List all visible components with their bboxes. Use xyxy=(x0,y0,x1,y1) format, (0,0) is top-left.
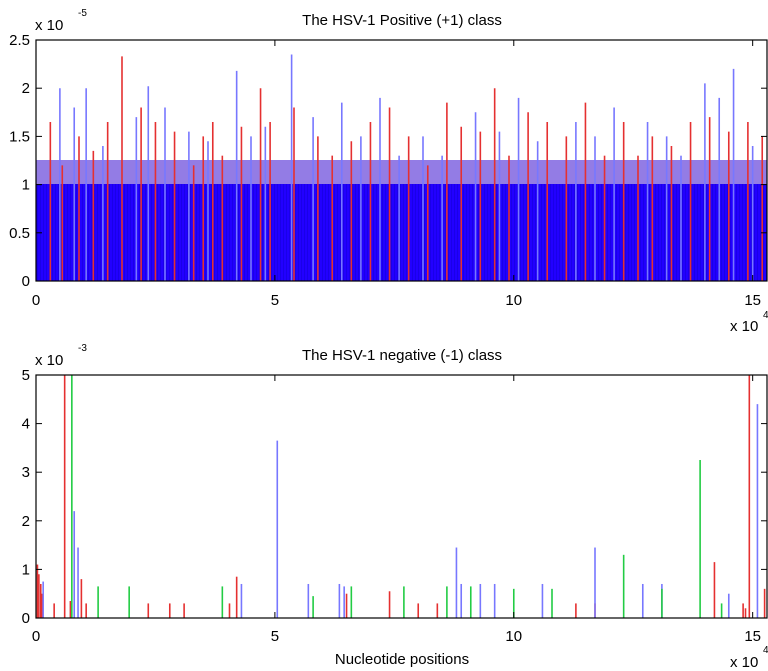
x-tick-label-p1-1: 5 xyxy=(271,628,279,645)
x-tick-label-p1-2: 10 xyxy=(505,628,522,645)
positive-plot-area xyxy=(36,54,767,281)
y-tick-label-p1-0: 0 xyxy=(22,610,30,627)
x-tick-label-p1-3: 15 xyxy=(744,628,761,645)
negative-class-title: The HSV-1 negative (-1) class xyxy=(302,347,502,364)
positive-class-panel: The HSV-1 Positive (+1) class x 10 -5 00… xyxy=(9,8,768,335)
y-tick-label-p0-2: 1 xyxy=(22,177,30,194)
y-tick-label-p1-3: 3 xyxy=(22,464,30,481)
negative-axes-frame xyxy=(35,374,768,619)
y-tick-label-p1-1: 1 xyxy=(22,561,30,578)
y-tick-label-p0-1: 0.5 xyxy=(9,225,30,242)
positive-dense-fill xyxy=(36,184,767,281)
x-tick-label-p0-1: 5 xyxy=(271,292,279,309)
negative-plot-area xyxy=(36,375,766,618)
negative-x-axis-label: Nucleotide positions xyxy=(335,651,469,668)
negative-x-multiplier-exp: 4 xyxy=(763,645,768,656)
x-tick-label-p0-3: 15 xyxy=(744,292,761,309)
y-tick-label-p0-4: 2 xyxy=(22,80,30,97)
negative-y-ticks: 0 1 2 3 4 5 xyxy=(22,367,767,627)
negative-x-multiplier: x 10 xyxy=(730,654,758,671)
x-tick-label-p1-0: 0 xyxy=(32,628,40,645)
negative-x-ticks: 0 5 10 15 xyxy=(32,375,761,645)
positive-y-ticks: 0 0.5 1 1.5 2 2.5 xyxy=(9,32,767,290)
positive-bars xyxy=(49,54,764,281)
positive-mid-band xyxy=(36,160,767,184)
y-tick-label-p1-2: 2 xyxy=(22,513,30,530)
y-tick-label-p0-5: 2.5 xyxy=(9,32,30,49)
positive-axes-frame xyxy=(35,39,768,282)
positive-y-multiplier-exp: -5 xyxy=(78,8,87,19)
positive-y-multiplier: x 10 xyxy=(35,17,63,34)
x-tick-label-p0-0: 0 xyxy=(32,292,40,309)
y-tick-label-p1-5: 5 xyxy=(22,367,30,384)
x-tick-label-p0-2: 10 xyxy=(505,292,522,309)
negative-y-multiplier-exp: -3 xyxy=(78,343,87,354)
y-tick-label-p0-3: 1.5 xyxy=(9,128,30,145)
negative-bars xyxy=(36,375,766,618)
positive-class-title: The HSV-1 Positive (+1) class xyxy=(302,12,502,29)
positive-x-multiplier: x 10 xyxy=(730,318,758,335)
y-tick-label-p0-0: 0 xyxy=(22,273,30,290)
positive-x-multiplier-exp: 4 xyxy=(763,310,768,321)
negative-y-multiplier: x 10 xyxy=(35,352,63,369)
y-tick-label-p1-4: 4 xyxy=(22,416,30,433)
negative-class-panel: The HSV-1 negative (-1) class x 10 -3 0 1… xyxy=(22,343,768,671)
positive-x-ticks: 0 5 10 15 xyxy=(32,40,761,309)
